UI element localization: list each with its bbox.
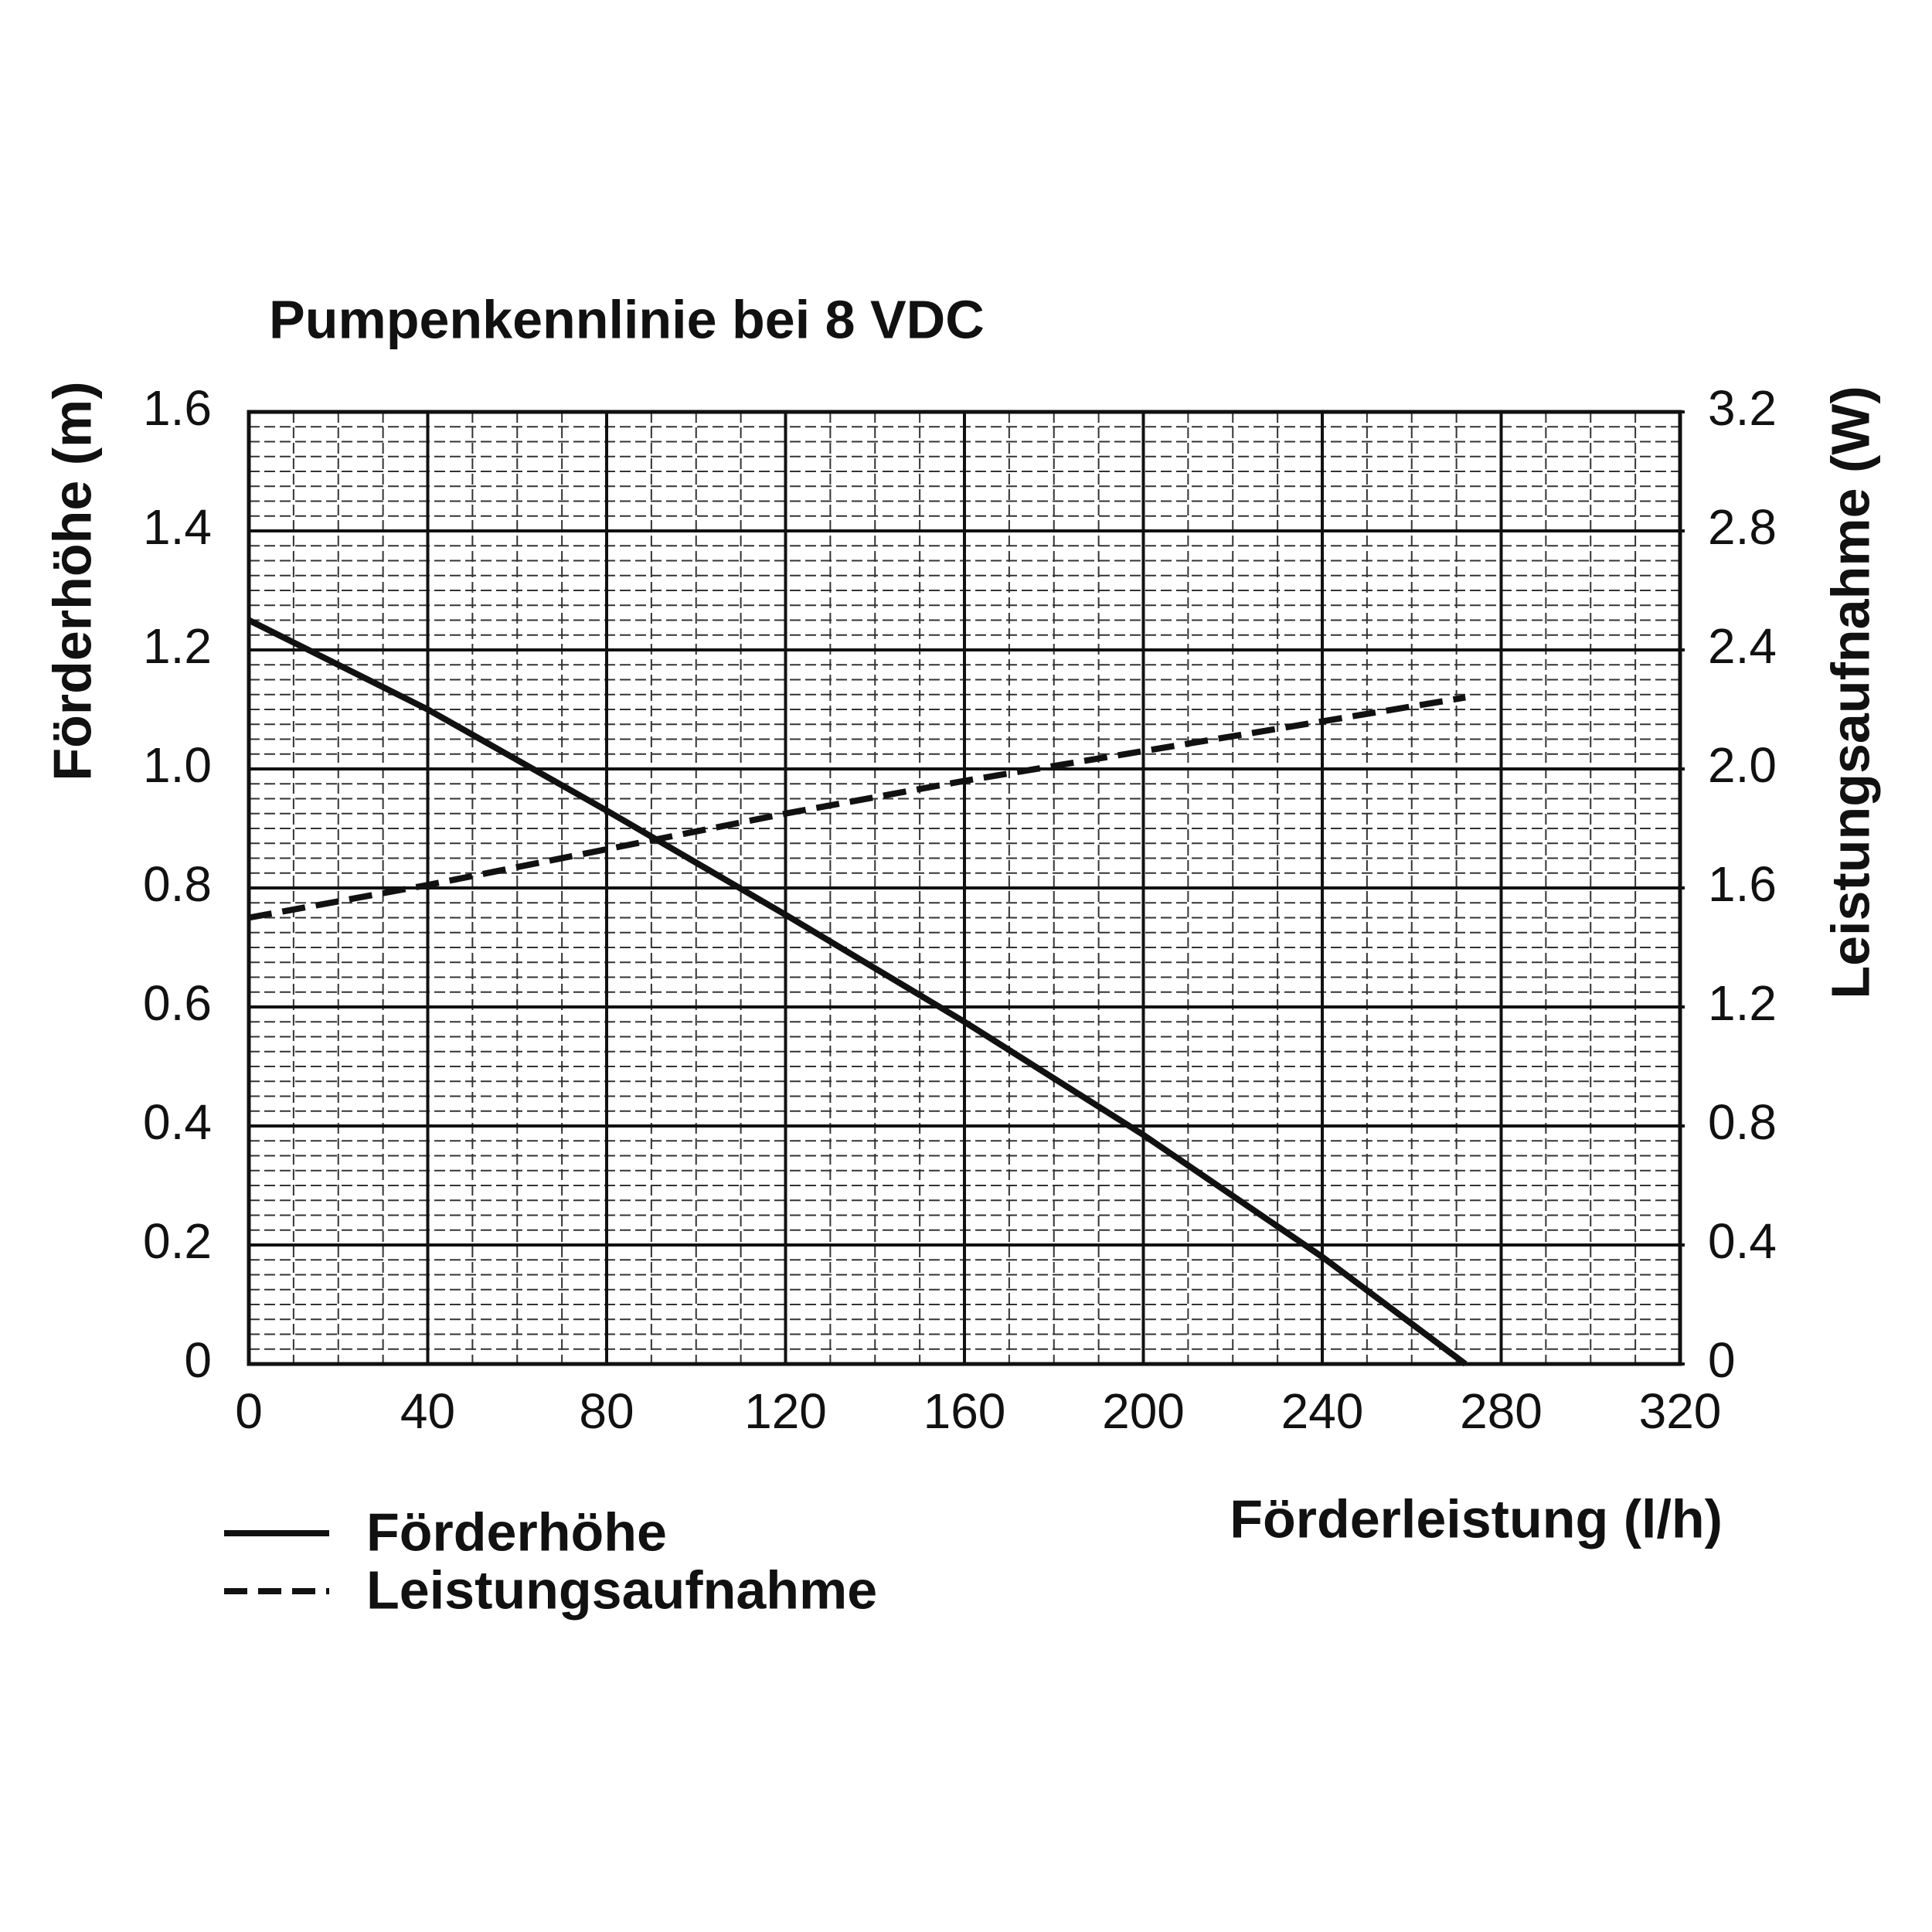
y-tick-label: 0.8: [143, 856, 212, 912]
plot-frame: [247, 410, 1682, 1366]
series-line: [248, 694, 1466, 921]
y2-tick-label: 0.8: [1708, 1094, 1777, 1150]
y2-tick-label: 2.0: [1708, 737, 1777, 793]
y2-tick-label: 2.8: [1708, 499, 1777, 555]
x-axis-label: Förderleistung (l/h): [1230, 1488, 1723, 1549]
y2-tick-label: 2.4: [1708, 618, 1777, 674]
y2-tick-label: 0: [1708, 1332, 1736, 1388]
y2-tick-label: 0.4: [1708, 1213, 1777, 1269]
x-tick-label: 200: [1102, 1383, 1185, 1439]
x-tick-label: 320: [1639, 1383, 1722, 1439]
y-axis-label: Förderhöhe (m): [42, 381, 102, 781]
chart-title: Pumpenkennlinie bei 8 VDC: [269, 289, 985, 349]
y-tick-label: 0.2: [143, 1213, 212, 1269]
y2-tick-label: 1.2: [1708, 975, 1777, 1031]
x-tick-label: 80: [579, 1383, 634, 1439]
y-tick-label: 1.6: [143, 380, 212, 436]
y-tick-label: 0.6: [143, 975, 212, 1031]
y-tick-label: 0.4: [143, 1094, 212, 1150]
y-tick-label: 1.0: [143, 737, 212, 793]
x-tick-label: 120: [744, 1383, 827, 1439]
x-tick-label: 160: [923, 1383, 1006, 1439]
y2-tick-label: 1.6: [1708, 856, 1777, 912]
series-line: [247, 617, 1468, 1367]
y2-tick-label: 3.2: [1708, 380, 1777, 436]
y-tick-label: 1.2: [143, 618, 212, 674]
y-tick-label: 0: [184, 1332, 212, 1388]
y-tick-label: 1.4: [143, 499, 212, 555]
legend-label: Leistungsaufnahme: [366, 1560, 877, 1620]
x-tick-label: 0: [235, 1383, 263, 1439]
x-tick-label: 280: [1460, 1383, 1543, 1439]
legend-label: Förderhöhe: [366, 1502, 667, 1562]
x-tick-label: 240: [1281, 1383, 1364, 1439]
x-tick-label: 40: [400, 1383, 455, 1439]
y2-axis-label: Leistungsaufnahme (W): [1820, 386, 1880, 998]
